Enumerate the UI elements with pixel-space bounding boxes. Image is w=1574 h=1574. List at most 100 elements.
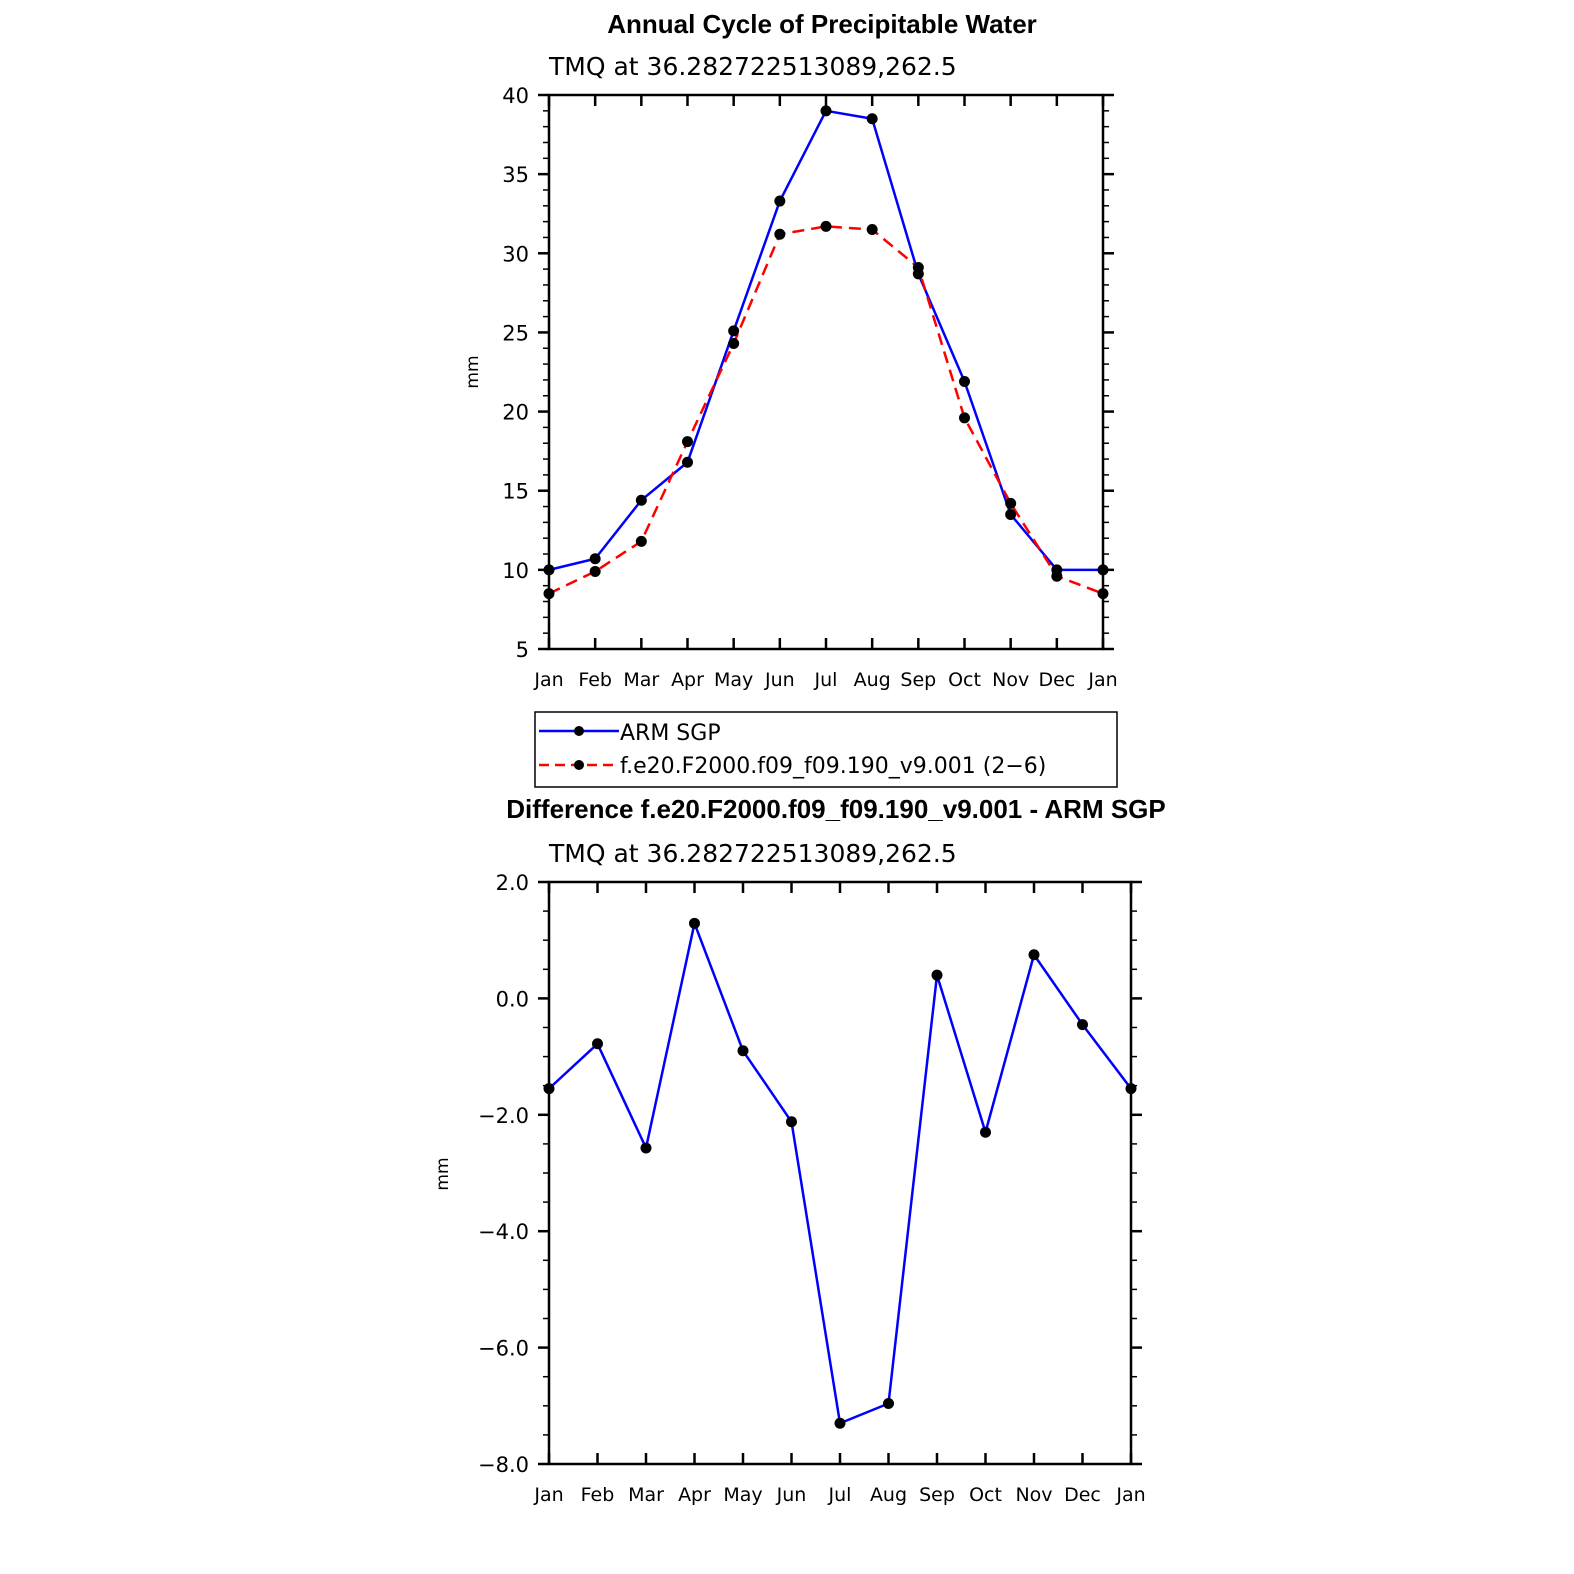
chart2-xtick-label: May bbox=[723, 1484, 762, 1506]
data-point bbox=[820, 105, 832, 117]
data-point bbox=[543, 1083, 555, 1095]
data-point bbox=[774, 228, 786, 240]
chart1-xtick-label: Aug bbox=[854, 669, 891, 691]
chart2-xtick-label: Dec bbox=[1064, 1484, 1101, 1506]
chart1-ytick-label: 40 bbox=[502, 84, 529, 108]
legend-marker-model bbox=[574, 760, 584, 770]
chart1-ylabel: mm bbox=[463, 355, 483, 388]
data-point bbox=[866, 113, 878, 125]
data-point bbox=[774, 195, 786, 207]
difference-chart: Difference f.e20.F2000.f09_f09.190_v9.00… bbox=[433, 794, 1166, 1506]
chart1-subtitle: TMQ at 36.282722513089,262.5 bbox=[548, 52, 957, 81]
chart1-xtick-label: Dec bbox=[1038, 669, 1075, 691]
data-point bbox=[834, 1417, 846, 1429]
data-point bbox=[592, 1038, 603, 1050]
chart2-ytick-label: 0.0 bbox=[496, 987, 529, 1011]
chart1-xtick-label: Nov bbox=[992, 669, 1029, 691]
data-point bbox=[1077, 1019, 1088, 1031]
data-point bbox=[635, 494, 647, 506]
chart2-ticks bbox=[538, 880, 1142, 1466]
chart2-ytick-label: −6.0 bbox=[478, 1337, 529, 1361]
data-point bbox=[589, 565, 601, 577]
data-point bbox=[820, 220, 832, 232]
chart2-xtick-label: Feb bbox=[581, 1484, 615, 1506]
chart1-xtick-label: Jul bbox=[814, 669, 838, 691]
data-point bbox=[1097, 564, 1109, 576]
chart2-ytick-label: −2.0 bbox=[478, 1104, 529, 1128]
chart1-xtick-label: Feb bbox=[578, 669, 612, 691]
chart2-ytick-label: −8.0 bbox=[478, 1453, 529, 1477]
data-point bbox=[980, 1126, 991, 1138]
data-point bbox=[737, 1045, 749, 1057]
chart1-ytick-label: 35 bbox=[502, 163, 529, 187]
data-point bbox=[1097, 588, 1109, 600]
data-point bbox=[640, 1142, 652, 1154]
data-point bbox=[883, 1397, 894, 1409]
chart2-title: Difference f.e20.F2000.f09_f09.190_v9.00… bbox=[506, 794, 1166, 824]
series-line-0 bbox=[548, 109, 1103, 572]
chart2-xtick-label: Oct bbox=[969, 1484, 1002, 1506]
chart2-y-tick-labels: −8.0 −6.0 −4.0 −2.0 0.0 2.0 bbox=[478, 871, 529, 1477]
chart1-xtick-label: Oct bbox=[948, 669, 981, 691]
data-point bbox=[682, 456, 693, 468]
chart1-ytick-label: 20 bbox=[502, 401, 529, 425]
series-line-1 bbox=[548, 225, 1104, 595]
chart1-x-tick-labels: Jan Feb Mar Apr May Jun Jul Aug Sep Oct … bbox=[533, 669, 1117, 691]
data-point bbox=[959, 375, 970, 387]
legend-box bbox=[534, 711, 1118, 788]
chart2-xtick-label: Mar bbox=[628, 1484, 664, 1506]
data-point bbox=[589, 553, 601, 565]
chart1-plot-frame bbox=[547, 93, 1105, 651]
chart2-xtick-label: Jan bbox=[533, 1484, 563, 1506]
data-point bbox=[1028, 949, 1040, 961]
chart1-ytick-label: 5 bbox=[516, 638, 529, 662]
chart2-xtick-label: Nov bbox=[1015, 1484, 1052, 1506]
legend-label-model: f.e20.F2000.f09_f09.190_v9.001 (2−6) bbox=[620, 754, 1046, 779]
chart2-subtitle: TMQ at 36.282722513089,262.5 bbox=[548, 839, 957, 868]
chart2-x-tick-labels: Jan Feb Mar Apr May Jun Jul Aug Sep Oct … bbox=[533, 1484, 1145, 1506]
data-point bbox=[689, 917, 700, 929]
chart1-xtick-label: Apr bbox=[671, 669, 704, 691]
chart1-ytick-label: 25 bbox=[502, 321, 529, 345]
chart2-xtick-label: Jan bbox=[1115, 1484, 1145, 1506]
chart1-y-tick-labels: 5 10 15 20 25 30 35 40 bbox=[502, 84, 529, 662]
chart2-ylabel: mm bbox=[433, 1157, 453, 1190]
annual-cycle-chart: Annual Cycle of Precipitable Water TMQ a… bbox=[463, 9, 1118, 788]
data-point bbox=[866, 224, 878, 236]
chart1-legend: ARM SGP f.e20.F2000.f09_f09.190_v9.001 (… bbox=[534, 711, 1118, 788]
data-point bbox=[786, 1116, 797, 1128]
chart2-xtick-label: Apr bbox=[678, 1484, 711, 1506]
chart1-ytick-label: 15 bbox=[502, 480, 529, 504]
data-point bbox=[728, 338, 740, 350]
data-point bbox=[931, 969, 943, 981]
chart2-series bbox=[543, 917, 1137, 1429]
data-point bbox=[1051, 570, 1063, 582]
chart1-title: Annual Cycle of Precipitable Water bbox=[607, 9, 1037, 39]
chart2-ytick-label: 2.0 bbox=[496, 871, 529, 895]
chart1-series bbox=[543, 105, 1109, 600]
data-point bbox=[1125, 1083, 1137, 1095]
legend-label-arm-sgp: ARM SGP bbox=[620, 721, 721, 746]
chart1-xtick-label: Jan bbox=[1087, 669, 1117, 691]
chart1-ytick-label: 30 bbox=[502, 242, 529, 266]
chart1-ytick-label: 10 bbox=[502, 559, 529, 583]
chart2-xtick-label: Jun bbox=[776, 1484, 807, 1506]
data-point bbox=[728, 325, 740, 337]
chart1-ticks bbox=[538, 93, 1114, 651]
data-point bbox=[543, 588, 555, 600]
data-point bbox=[682, 436, 693, 448]
data-point bbox=[635, 535, 647, 547]
chart2-xtick-label: Aug bbox=[870, 1484, 907, 1506]
chart2-xtick-label: Sep bbox=[919, 1484, 955, 1506]
data-point bbox=[1005, 508, 1017, 520]
chart2-ytick-label: −4.0 bbox=[478, 1220, 529, 1244]
data-point bbox=[959, 412, 970, 424]
series-line-0 bbox=[548, 922, 1132, 1425]
chart1-xtick-label: May bbox=[714, 669, 753, 691]
chart1-xtick-label: Sep bbox=[900, 669, 936, 691]
chart1-xtick-label: Jun bbox=[764, 669, 795, 691]
legend-marker-arm-sgp bbox=[574, 726, 584, 736]
data-point bbox=[1005, 497, 1017, 509]
chart2-xtick-label: Jul bbox=[828, 1484, 852, 1506]
